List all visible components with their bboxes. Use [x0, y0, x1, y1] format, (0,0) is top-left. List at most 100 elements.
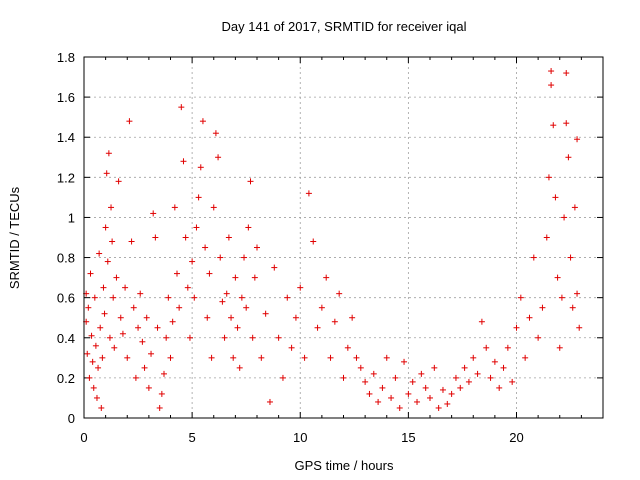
- data-point: [197, 164, 204, 171]
- data-point: [161, 370, 168, 377]
- data-point: [349, 314, 356, 321]
- data-point: [186, 334, 193, 341]
- data-point: [158, 390, 165, 397]
- data-point: [202, 244, 209, 251]
- data-point: [128, 238, 135, 245]
- data-point: [91, 294, 98, 301]
- data-point: [109, 238, 116, 245]
- x-tick-label: 0: [80, 430, 87, 445]
- data-point: [509, 378, 516, 385]
- data-point: [165, 294, 172, 301]
- data-point: [517, 294, 524, 301]
- data-point: [132, 374, 139, 381]
- data-point: [88, 332, 95, 339]
- data-point: [266, 398, 273, 405]
- data-point: [191, 294, 198, 301]
- data-point: [234, 324, 241, 331]
- data-point: [427, 394, 433, 401]
- data-point: [217, 254, 224, 261]
- data-point: [554, 274, 561, 281]
- data-point: [105, 150, 112, 157]
- data-point: [243, 304, 250, 311]
- x-tick-label: 5: [189, 430, 196, 445]
- data-point: [279, 374, 286, 381]
- data-point: [106, 334, 113, 341]
- data-point: [275, 334, 282, 341]
- data-point: [561, 214, 568, 221]
- data-point: [292, 314, 299, 321]
- data-point: [206, 270, 213, 277]
- data-point: [163, 334, 170, 341]
- data-point: [353, 354, 360, 361]
- data-point: [204, 314, 211, 321]
- y-tick-label: 0: [68, 411, 75, 426]
- data-point: [314, 324, 321, 331]
- data-point: [543, 234, 550, 241]
- data-point: [135, 324, 142, 331]
- data-point: [558, 294, 565, 301]
- data-point: [182, 234, 189, 241]
- data-point: [357, 364, 364, 371]
- data-point: [98, 404, 105, 411]
- data-point: [513, 324, 520, 331]
- data-point: [195, 194, 202, 201]
- data-point: [483, 344, 490, 351]
- data-point: [254, 244, 260, 251]
- data-point: [110, 294, 117, 301]
- data-point: [230, 354, 237, 361]
- data-point: [180, 158, 187, 165]
- data-point: [331, 318, 338, 325]
- data-point: [435, 404, 442, 411]
- data-point: [122, 284, 129, 291]
- data-point: [262, 310, 269, 317]
- data-point: [375, 398, 382, 405]
- data-point: [171, 204, 178, 211]
- data-point: [388, 394, 395, 401]
- data-point: [150, 210, 157, 217]
- data-point: [258, 354, 265, 361]
- x-tick-label: 15: [401, 430, 415, 445]
- data-point: [284, 294, 291, 301]
- data-point: [101, 310, 108, 317]
- data-point: [223, 290, 230, 297]
- data-point: [215, 154, 222, 161]
- data-point: [418, 370, 425, 377]
- data-point: [113, 274, 120, 281]
- data-point: [344, 344, 351, 351]
- data-point: [535, 334, 542, 341]
- data-point: [478, 318, 485, 325]
- data-point: [96, 250, 103, 257]
- data-point: [189, 258, 196, 265]
- data-point: [100, 284, 107, 291]
- data-point: [148, 350, 155, 357]
- data-point: [236, 364, 243, 371]
- data-point: [340, 374, 347, 381]
- y-tick-label: 0.8: [57, 251, 75, 266]
- data-point: [530, 254, 537, 261]
- data-point: [405, 390, 412, 397]
- data-point: [117, 314, 124, 321]
- data-point: [556, 344, 563, 351]
- data-point: [152, 234, 159, 241]
- data-point: [141, 364, 148, 371]
- y-tick-label: 1.6: [57, 90, 75, 105]
- data-point: [522, 354, 529, 361]
- data-point: [124, 354, 131, 361]
- data-point: [245, 224, 252, 231]
- x-tick-label: 10: [293, 430, 307, 445]
- data-point: [439, 386, 446, 393]
- y-tick-label: 1.2: [57, 170, 75, 185]
- data-point: [571, 204, 578, 211]
- data-point: [85, 304, 92, 311]
- data-point: [370, 370, 377, 377]
- data-point: [563, 120, 570, 127]
- data-point: [193, 224, 200, 231]
- data-point: [379, 384, 386, 391]
- data-point: [95, 364, 102, 371]
- data-point: [470, 354, 477, 361]
- data-point: [119, 330, 126, 337]
- y-tick-label: 0.2: [57, 371, 75, 386]
- data-point: [401, 358, 408, 365]
- data-point: [474, 370, 481, 377]
